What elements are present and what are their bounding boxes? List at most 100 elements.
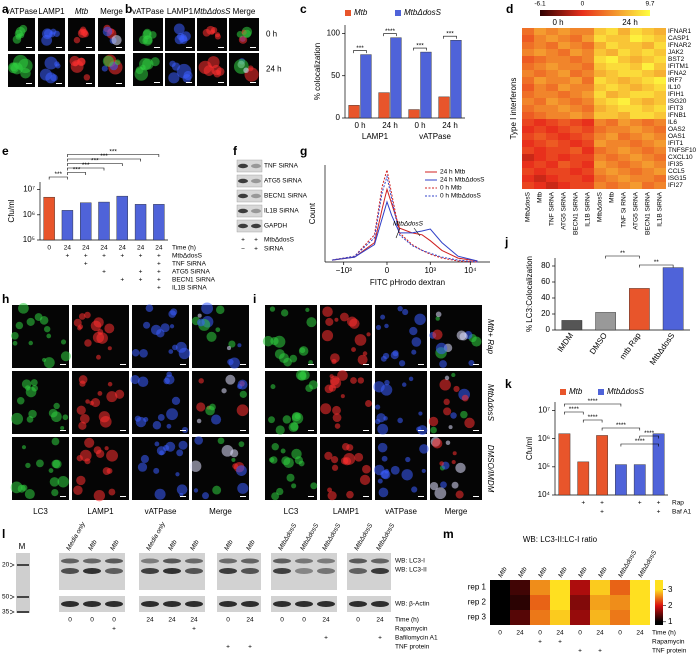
significance-label: ***: [446, 30, 454, 37]
x-tick-label: 24 h: [382, 121, 398, 130]
bar: [615, 464, 627, 496]
fluorescence-signal: [101, 65, 108, 72]
fluorescence-signal: [327, 491, 337, 501]
heatmap-cell: [594, 154, 606, 161]
heatmap-cell: [618, 56, 630, 63]
fluorescence-signal: [381, 470, 391, 480]
fluorescence-signal: [60, 351, 71, 362]
blot-band: [273, 558, 291, 564]
scale-bar: [250, 82, 256, 83]
x-tick-label: −10³: [336, 266, 353, 275]
lane-label: Mtb: [223, 539, 235, 552]
heatmap-cell: [570, 595, 590, 610]
fluorescence-signal: [432, 329, 443, 340]
heatmap-cell: [606, 140, 618, 147]
fluorescence-signal: [397, 306, 403, 312]
y-tick-label: 0: [546, 325, 551, 334]
bar: [360, 54, 372, 119]
scale-bar: [86, 83, 92, 84]
marker-band: [17, 611, 29, 613]
fluorescence-signal: [373, 381, 385, 393]
heatmap-cell: [570, 154, 582, 161]
heatmap-cell: [534, 84, 546, 91]
condition-cell: +: [538, 639, 542, 646]
fluorescence-signal: [114, 59, 121, 66]
blot-band: [105, 558, 123, 564]
bar: [633, 464, 646, 496]
condition-cell: 24: [190, 617, 198, 624]
fluorescence-signal: [237, 482, 249, 494]
heatmap-cell: [534, 126, 546, 133]
heatmap-cell: [642, 91, 654, 98]
heatmap-cell: [606, 77, 618, 84]
heatmap-cell: [630, 147, 642, 154]
fluorescence-signal: [354, 334, 367, 346]
scale-bar: [56, 83, 62, 84]
fluorescence-signal: [166, 423, 172, 429]
heatmap-cell: [654, 147, 666, 154]
fluorescence-signal: [215, 327, 221, 333]
fluorescence-signal: [231, 457, 236, 462]
fluorescence-signal: [102, 55, 114, 67]
row-label: IFI35: [668, 161, 683, 168]
heatmap-cell: [642, 63, 654, 70]
y-tick-label: 100: [327, 29, 341, 38]
heatmap-cell: [522, 147, 534, 154]
heatmap-cell: [618, 84, 630, 91]
heatmap-cell: [606, 182, 618, 189]
bar: [595, 312, 616, 331]
heatmap-cell: [630, 133, 642, 140]
fluorescence-signal: [331, 456, 339, 464]
fluorescence-signal: [197, 318, 205, 327]
condition-cell: 0: [280, 617, 284, 624]
fluorescence-signal: [96, 354, 101, 360]
row-label: rep 1: [468, 583, 487, 592]
row-label: IFI27: [668, 182, 683, 189]
heatmap-cell: [582, 105, 594, 112]
condition-name: IL1B SiRNA: [172, 285, 207, 292]
fluorescence-signal: [189, 460, 202, 472]
heatmap-cell: [642, 35, 654, 42]
bar: [558, 433, 571, 496]
fluorescence-signal: [362, 351, 368, 356]
scale-bar: [363, 430, 369, 431]
heatmap-cell: [558, 56, 570, 63]
colorbar-tick-label: 2: [668, 601, 673, 610]
lane-label: Mtb: [245, 539, 257, 552]
band-label: GAPDH: [264, 223, 287, 230]
fluorescence-signal: [176, 484, 188, 495]
heatmap-cell: [522, 112, 534, 119]
heatmap-cell: [546, 182, 558, 189]
band-label: TNF SiRNA: [264, 163, 299, 170]
fluorescence-signal: [320, 403, 332, 415]
heatmap-cell: [654, 140, 666, 147]
fluorescence-signal: [48, 468, 54, 473]
legend-label: MtbΔdosS: [607, 387, 645, 396]
heatmap-cell: [522, 84, 534, 91]
significance-label: ***: [356, 45, 364, 52]
column-label: ATG5 SiRNA: [633, 191, 640, 229]
blot-band: [349, 601, 367, 607]
heatmap-cell: [594, 182, 606, 189]
bar: [98, 201, 110, 241]
heatmap-cell: [534, 140, 546, 147]
y-tick-label: 10⁴: [538, 490, 551, 499]
heatmap-cell: [582, 112, 594, 119]
fluorescence-signal: [173, 23, 185, 35]
heatmap-cell: [582, 56, 594, 63]
fluorescence-signal: [342, 457, 352, 466]
condition-cell: 24: [137, 245, 145, 252]
fluorescence-signal: [163, 377, 170, 385]
fluorescence-signal: [377, 442, 388, 453]
heatmap-cell: [558, 168, 570, 175]
fluorescence-signal: [18, 302, 29, 314]
heatmap-cell: [530, 580, 550, 595]
condition-cell: +: [139, 277, 143, 284]
row-label: 24 h: [266, 65, 282, 74]
condition-cell: 24: [82, 245, 90, 252]
blot-band: [295, 568, 313, 574]
panel-letter: k: [505, 377, 512, 391]
fluorescence-signal: [402, 382, 407, 387]
heatmap-cell: [582, 140, 594, 147]
